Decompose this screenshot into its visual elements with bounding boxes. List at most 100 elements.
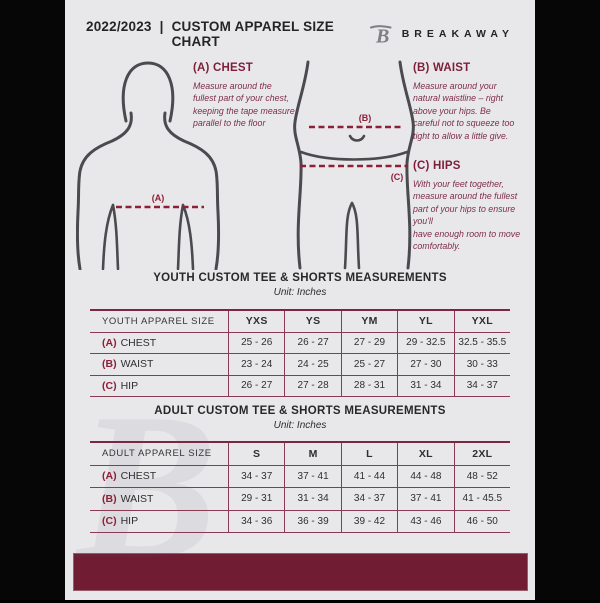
chest-line-label: (A) bbox=[152, 193, 165, 203]
youth-hip-value: 34 - 37 bbox=[453, 375, 510, 397]
header-year: 2022/2023 bbox=[86, 19, 152, 34]
youth-size-table: YOUTH APPAREL SIZE YXS YS YM YL YXL (A) … bbox=[90, 309, 510, 397]
adult-chest-row-label: (A) CHEST bbox=[90, 466, 228, 488]
adult-section-unit: Unit: Inches bbox=[273, 420, 327, 431]
row-label: HIP bbox=[120, 379, 139, 392]
youth-chest-value: 26 - 27 bbox=[284, 332, 341, 354]
row-label: CHEST bbox=[120, 336, 157, 349]
instruction-waist-heading: (B) WAIST bbox=[413, 62, 471, 74]
adult-hip-row-label: (C) HIP bbox=[90, 511, 228, 533]
youth-size-col-yl: YL bbox=[397, 311, 454, 333]
instruction-hips-body: With your feet together, measure around … bbox=[413, 179, 521, 252]
youth-section-unit: Unit: Inches bbox=[273, 287, 327, 298]
adult-chest-value: 41 - 44 bbox=[340, 465, 398, 488]
youth-waist-row-label: (B) WAIST bbox=[90, 354, 228, 376]
adult-hip-value: 46 - 50 bbox=[453, 510, 510, 533]
youth-size-col-yxs: YXS bbox=[228, 311, 285, 333]
brand-name: BREAKAWAY bbox=[401, 28, 514, 40]
page-title: 2022/2023 | CUSTOM APPAREL SIZE CHART bbox=[86, 19, 369, 49]
youth-size-col-ys: YS bbox=[284, 311, 341, 333]
adult-size-col-s: S bbox=[228, 443, 285, 466]
adult-hip-value: 39 - 42 bbox=[340, 510, 398, 533]
right-shoulder-arm-outline bbox=[163, 111, 221, 270]
logo-swash bbox=[369, 25, 392, 29]
youth-chest-value: 25 - 26 bbox=[228, 332, 285, 354]
hips-line-label: (C) bbox=[391, 172, 404, 182]
youth-chest-row-label: (A) CHEST bbox=[90, 333, 228, 354]
row-label: WAIST bbox=[120, 358, 154, 371]
inner-leg-lines bbox=[343, 201, 361, 270]
youth-section-title: YOUTH CUSTOM TEE & SHORTS MEASUREMENTS bbox=[153, 272, 447, 284]
instruction-chest-heading: (A) CHEST bbox=[193, 62, 253, 74]
youth-chest-value: 29 - 32.5 bbox=[397, 332, 454, 354]
instruction-chest-body: Measure around the fullest part of your … bbox=[193, 81, 295, 129]
size-chart-page: 2022/2023 | CUSTOM APPAREL SIZE CHART B … bbox=[65, 0, 535, 600]
youth-chest-value: 32.5 - 35.5 bbox=[453, 332, 510, 354]
lower-body-figure: (B) (C) bbox=[293, 60, 415, 270]
youth-waist-value: 30 - 33 bbox=[453, 354, 510, 376]
instruction-hips-heading: (C) HIPS bbox=[413, 160, 461, 172]
instruction-waist: (B) WAIST Measure around your natural wa… bbox=[413, 62, 517, 142]
left-torso-leg-outline bbox=[293, 60, 310, 270]
youth-waist-value: 23 - 24 bbox=[228, 354, 285, 376]
adult-waist-value: 41 - 45.5 bbox=[453, 488, 510, 511]
adult-size-col-2xl: 2XL bbox=[453, 443, 510, 466]
youth-hip-value: 26 - 27 bbox=[228, 375, 285, 397]
youth-size-header-cell: YOUTH APPAREL SIZE bbox=[90, 311, 228, 333]
adult-waist-row-label: (B) WAIST bbox=[90, 488, 228, 511]
row-label: CHEST bbox=[120, 470, 157, 483]
adult-hip-value: 36 - 39 bbox=[284, 510, 341, 533]
adult-size-table: ADULT APPAREL SIZE S M L XL 2XL (A) CHES… bbox=[90, 441, 510, 533]
youth-chest-value: 27 - 29 bbox=[340, 332, 398, 354]
row-prefix: (A) bbox=[102, 470, 117, 483]
adult-size-col-m: M bbox=[284, 443, 341, 466]
adult-waist-value: 37 - 41 bbox=[397, 488, 454, 511]
row-prefix: (C) bbox=[102, 515, 117, 528]
upper-body-figure: (A) bbox=[76, 61, 221, 270]
instruction-waist-body: Measure around your natural waistline – … bbox=[413, 81, 515, 141]
waist-line-label: (B) bbox=[359, 113, 372, 123]
youth-hip-value: 31 - 34 bbox=[397, 375, 454, 397]
adult-chest-value: 48 - 52 bbox=[453, 465, 510, 488]
adult-chest-value: 37 - 41 bbox=[284, 465, 341, 488]
header: 2022/2023 | CUSTOM APPAREL SIZE CHART B … bbox=[65, 19, 535, 49]
adult-hip-value: 43 - 46 bbox=[397, 510, 454, 533]
youth-waist-value: 24 - 25 bbox=[284, 354, 341, 376]
youth-hip-value: 28 - 31 bbox=[340, 375, 398, 397]
instruction-chest: (A) CHEST Measure around the fullest par… bbox=[193, 62, 295, 130]
navel-mark bbox=[348, 134, 366, 142]
right-torso-leg-outline bbox=[398, 60, 415, 270]
instruction-hips: (C) HIPS With your feet together, measur… bbox=[413, 160, 527, 253]
adult-waist-value: 29 - 31 bbox=[228, 488, 285, 511]
adult-waist-value: 34 - 37 bbox=[340, 488, 398, 511]
row-label: HIP bbox=[120, 515, 139, 528]
breakaway-logo-icon: B bbox=[369, 25, 392, 47]
row-prefix: (B) bbox=[102, 492, 117, 505]
youth-size-col-ym: YM bbox=[340, 311, 398, 333]
right-armpit-lines bbox=[176, 203, 195, 270]
head-outline bbox=[121, 61, 175, 123]
adult-hip-value: 34 - 36 bbox=[228, 510, 285, 533]
left-shoulder-arm-outline bbox=[76, 111, 133, 270]
youth-waist-value: 27 - 30 bbox=[397, 354, 454, 376]
row-prefix: (C) bbox=[102, 379, 117, 392]
adult-size-col-l: L bbox=[340, 443, 398, 466]
row-label: WAIST bbox=[120, 492, 154, 505]
header-title: CUSTOM APPAREL SIZE CHART bbox=[171, 19, 334, 49]
hip-curve-line bbox=[299, 150, 409, 161]
adult-section-title: ADULT CUSTOM TEE & SHORTS MEASUREMENTS bbox=[154, 405, 446, 417]
youth-size-col-yxl: YXL bbox=[453, 311, 510, 333]
right-black-bar bbox=[535, 0, 600, 600]
youth-hip-value: 27 - 28 bbox=[284, 375, 341, 397]
logo-letter: B bbox=[375, 26, 389, 47]
adult-chest-value: 34 - 37 bbox=[228, 465, 285, 488]
footer-bar bbox=[73, 553, 528, 591]
youth-hip-row-label: (C) HIP bbox=[90, 376, 228, 397]
youth-waist-value: 25 - 27 bbox=[340, 354, 398, 376]
left-armpit-lines bbox=[101, 203, 120, 270]
adult-size-col-xl: XL bbox=[397, 443, 454, 466]
brand: B BREAKAWAY bbox=[369, 22, 514, 46]
adult-waist-value: 31 - 34 bbox=[284, 488, 341, 511]
adult-size-header-cell: ADULT APPAREL SIZE bbox=[90, 443, 228, 466]
row-prefix: (B) bbox=[102, 358, 117, 371]
